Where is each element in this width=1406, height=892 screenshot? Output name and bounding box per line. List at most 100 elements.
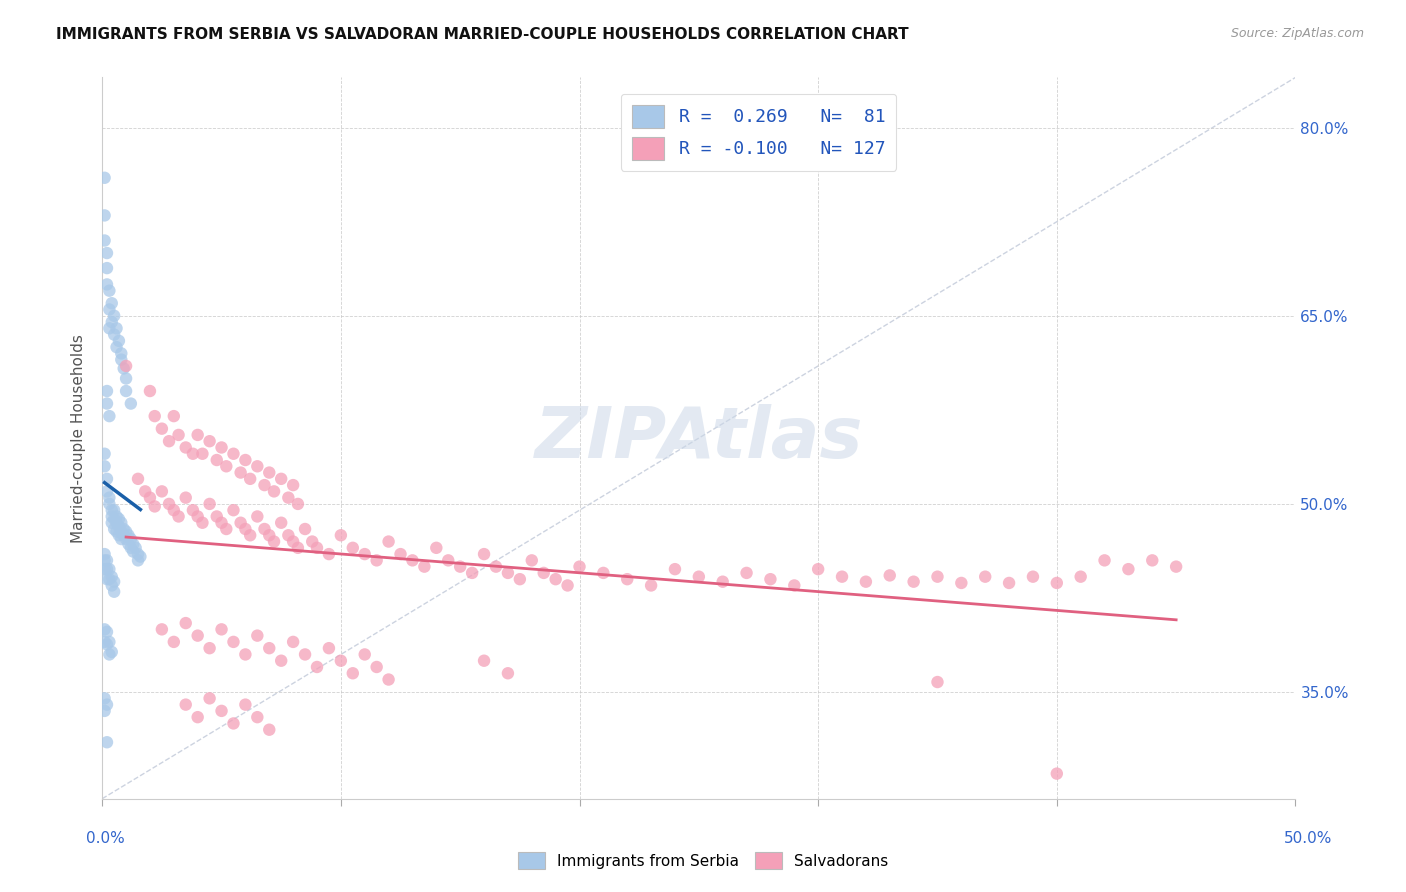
Point — [342, 541, 364, 555]
Point — [277, 528, 299, 542]
Point — [509, 572, 531, 586]
Point — [96, 562, 118, 576]
Point — [98, 321, 121, 335]
Point — [93, 623, 115, 637]
Legend: Immigrants from Serbia, Salvadorans: Immigrants from Serbia, Salvadorans — [512, 846, 894, 875]
Point — [229, 466, 252, 480]
Point — [215, 522, 238, 536]
Point — [496, 566, 519, 580]
Point — [998, 576, 1021, 591]
Point — [229, 516, 252, 530]
Point — [472, 547, 495, 561]
Point — [187, 629, 209, 643]
Point — [115, 384, 138, 398]
Point — [366, 660, 388, 674]
Point — [259, 723, 281, 737]
Point — [98, 491, 121, 505]
Point — [108, 528, 131, 542]
Point — [855, 574, 877, 589]
Point — [103, 512, 125, 526]
Point — [105, 321, 128, 335]
Point — [222, 447, 245, 461]
Point — [96, 484, 118, 499]
Point — [281, 478, 304, 492]
Text: Source: ZipAtlas.com: Source: ZipAtlas.com — [1230, 27, 1364, 40]
Point — [150, 422, 173, 436]
Point — [187, 710, 209, 724]
Point — [96, 698, 118, 712]
Point — [688, 569, 710, 583]
Point — [831, 569, 853, 583]
Point — [127, 472, 149, 486]
Point — [903, 574, 925, 589]
Point — [110, 352, 132, 367]
Point — [117, 528, 139, 542]
Point — [377, 534, 399, 549]
Point — [425, 541, 447, 555]
Point — [127, 547, 149, 561]
Point — [139, 384, 162, 398]
Point — [222, 503, 245, 517]
Point — [520, 553, 543, 567]
Point — [281, 635, 304, 649]
Point — [270, 472, 292, 486]
Point — [139, 491, 162, 505]
Point — [103, 574, 125, 589]
Text: 0.0%: 0.0% — [86, 831, 125, 847]
Point — [235, 522, 257, 536]
Point — [167, 509, 190, 524]
Point — [110, 524, 132, 539]
Point — [98, 562, 121, 576]
Point — [115, 524, 138, 539]
Point — [246, 629, 269, 643]
Point — [98, 635, 121, 649]
Point — [353, 547, 375, 561]
Point — [557, 578, 579, 592]
Point — [129, 549, 152, 564]
Point — [174, 616, 197, 631]
Point — [927, 569, 949, 583]
Point — [711, 574, 734, 589]
Point — [253, 478, 276, 492]
Point — [735, 566, 758, 580]
Point — [879, 568, 901, 582]
Point — [807, 562, 830, 576]
Point — [115, 371, 138, 385]
Point — [143, 409, 166, 423]
Point — [974, 569, 997, 583]
Point — [96, 472, 118, 486]
Point — [281, 534, 304, 549]
Point — [100, 503, 122, 517]
Point — [191, 516, 214, 530]
Point — [100, 516, 122, 530]
Point — [120, 396, 142, 410]
Point — [287, 497, 309, 511]
Point — [98, 572, 121, 586]
Point — [157, 434, 180, 449]
Point — [100, 315, 122, 329]
Point — [163, 409, 186, 423]
Point — [143, 500, 166, 514]
Point — [235, 453, 257, 467]
Point — [163, 635, 186, 649]
Point — [246, 710, 269, 724]
Point — [205, 509, 228, 524]
Point — [211, 623, 233, 637]
Point — [211, 704, 233, 718]
Point — [263, 484, 285, 499]
Point — [1046, 766, 1069, 780]
Point — [174, 441, 197, 455]
Point — [592, 566, 614, 580]
Point — [437, 553, 460, 567]
Point — [222, 635, 245, 649]
Text: 50.0%: 50.0% — [1284, 831, 1331, 847]
Point — [496, 666, 519, 681]
Point — [277, 491, 299, 505]
Point — [187, 428, 209, 442]
Point — [1022, 569, 1045, 583]
Point — [112, 528, 135, 542]
Point — [103, 522, 125, 536]
Point — [100, 569, 122, 583]
Point — [301, 534, 323, 549]
Point — [235, 698, 257, 712]
